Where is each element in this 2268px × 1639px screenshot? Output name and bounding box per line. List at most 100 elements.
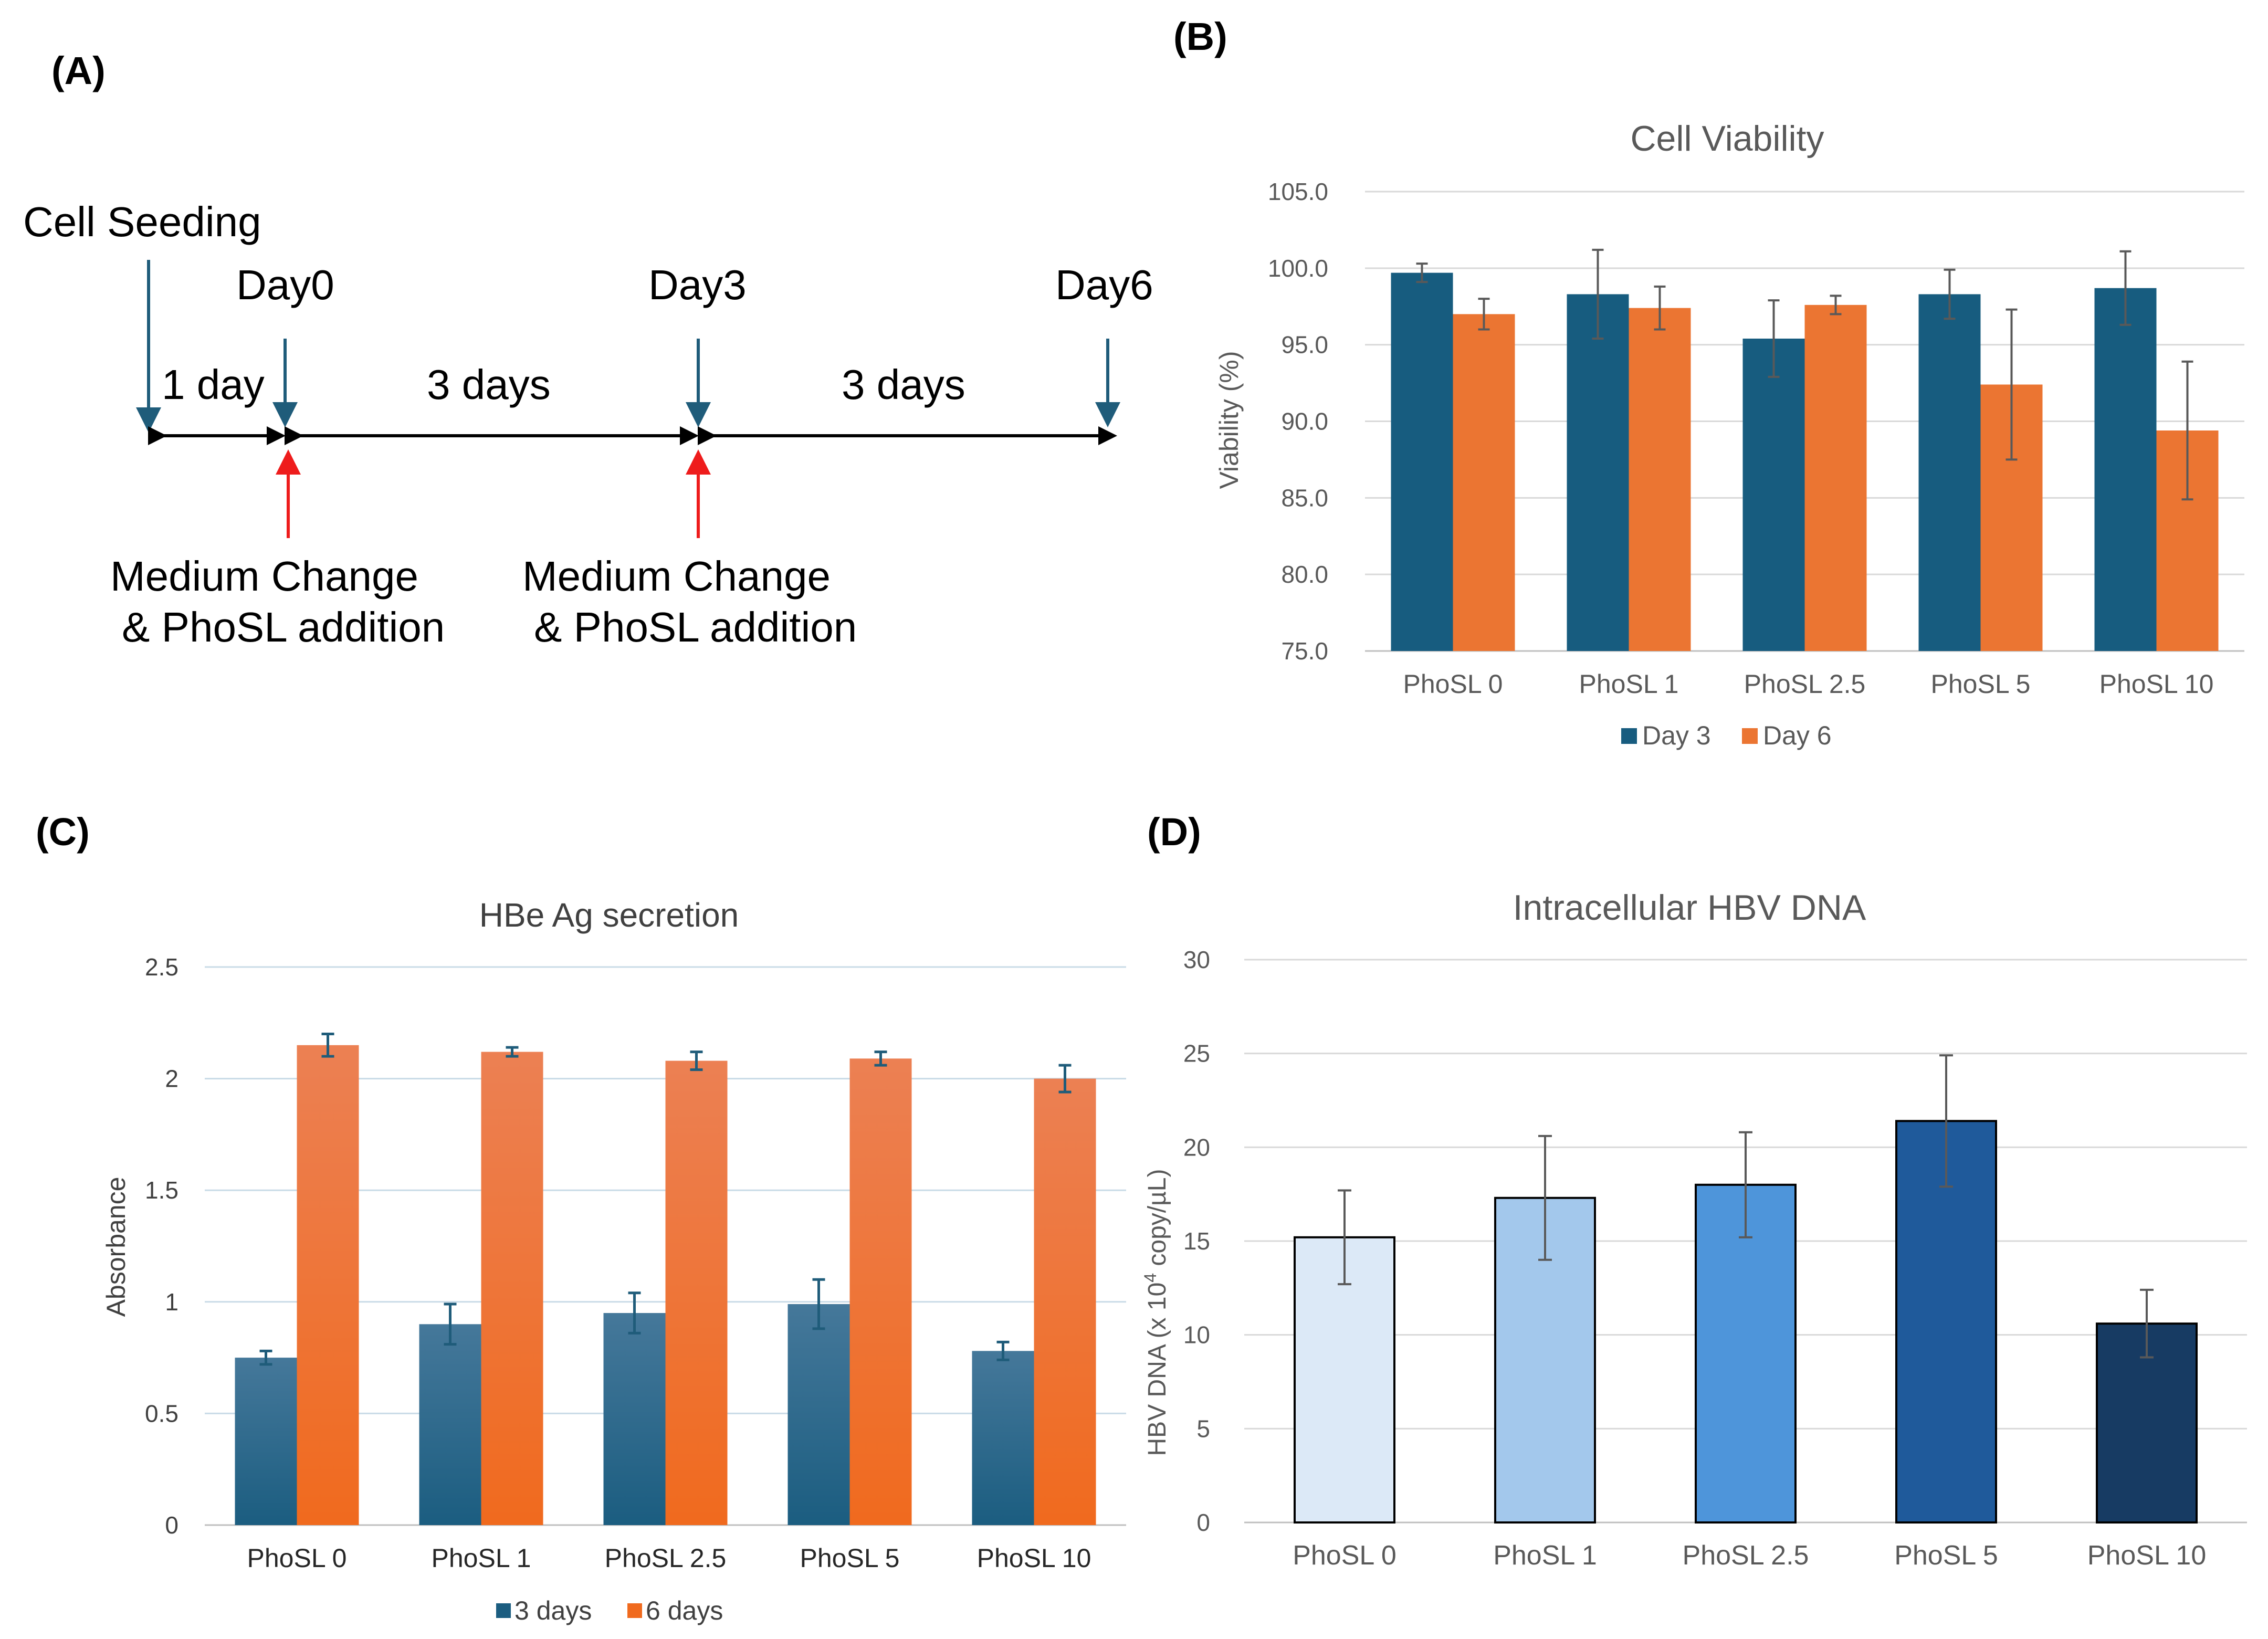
y-tick-label: 0.5 (145, 1400, 178, 1427)
legend-swatch-day6 (1742, 728, 1758, 744)
error-bar-c-s0-c2 (628, 1291, 641, 1335)
chart-hbeag-secretion: HBe Ag secretion Absorbance 0 0.5 1 1.5 2 2.5… (101, 896, 1126, 1625)
x-tick-label: PhoSL 1 (1493, 1540, 1597, 1571)
x-tick-label: PhoSL 5 (800, 1543, 900, 1573)
medium-change-1-line2: & PhoSL addition (122, 604, 445, 650)
y-tick-label: 80.0 (1281, 561, 1328, 588)
legend-label-day6: Day 6 (1763, 721, 1832, 750)
chart-c-legend: 3 days 6 days (496, 1596, 723, 1625)
y-tick-label: 100.0 (1268, 255, 1328, 282)
bar-b-s0-c1 (1567, 294, 1629, 651)
bar-b-s0-c4 (2094, 288, 2157, 651)
chart-cell-viability: Cell Viability Viability (%) 75.0 80.0 85.… (1214, 119, 2244, 750)
cell-seeding-label: Cell Seeding (23, 198, 261, 245)
y-tick-label: 90.0 (1281, 408, 1328, 435)
error-bar-d-s0-c2 (1739, 1131, 1752, 1238)
x-tick-label: PhoSL 1 (1579, 669, 1679, 699)
y-tick-label: 30 (1183, 946, 1210, 973)
legend-swatch-6days (627, 1603, 642, 1618)
y-tick-label: 5 (1196, 1415, 1210, 1442)
bar-c-s0-c3 (788, 1304, 850, 1525)
error-bar-c-s1-c0 (321, 1033, 334, 1058)
y-tick-label: 85.0 (1281, 484, 1328, 511)
chart-b-title: Cell Viability (1630, 119, 1824, 159)
chart-intracellular-hbv-dna: Intracellular HBV DNA HBV DNA (x 104 cop… (1141, 888, 2247, 1571)
legend-label-3days: 3 days (514, 1596, 592, 1625)
x-tick-label: PhoSL 10 (977, 1543, 1091, 1573)
x-tick-label: PhoSL 2.5 (1683, 1540, 1809, 1571)
bar-c-s0-c2 (603, 1313, 666, 1525)
y-tick-label: 1.5 (145, 1176, 178, 1204)
bar-d-s0-c3 (1895, 1120, 1997, 1524)
x-tick-label: PhoSL 5 (1894, 1540, 1998, 1571)
y-tick-label: 1 (165, 1288, 178, 1316)
chart-c-ylabel: Absorbance (101, 1177, 131, 1317)
error-bar-d-s0-c4 (2140, 1288, 2154, 1359)
bar-c-s0-c1 (419, 1324, 481, 1525)
y-tick-label: 0 (1196, 1509, 1210, 1536)
y-tick-label: 2.5 (145, 953, 178, 981)
bar-c-s0-c4 (972, 1351, 1034, 1525)
error-bar-b-s1-c3 (2006, 308, 2018, 461)
error-bar-c-s1-c3 (874, 1050, 887, 1067)
x-tick-label: PhoSL 0 (1403, 669, 1503, 699)
x-tick-label: PhoSL 0 (1293, 1540, 1396, 1571)
medium-change-1-line1: Medium Change (110, 553, 418, 600)
chart-d-ylabel-main: HBV DNA (x 10 (1143, 1283, 1171, 1456)
bar-b-s0-c0 (1391, 272, 1453, 651)
y-tick-label: 75.0 (1281, 637, 1328, 665)
legend-label-6days: 6 days (646, 1596, 723, 1625)
bar-c-s1-c4 (1034, 1078, 1096, 1525)
error-bar-b-s0-c3 (1944, 268, 1956, 320)
panel-d-label: (D) (1147, 810, 1201, 854)
panel-a: (A) Cell Seeding Day0 Day3 Day6 1 day 3 … (23, 49, 1153, 650)
x-tick-label: PhoSL 0 (247, 1543, 347, 1573)
error-bar-b-s1-c1 (1654, 285, 1666, 331)
error-bar-c-s0-c4 (996, 1340, 1010, 1361)
error-bar-c-s1-c4 (1058, 1064, 1072, 1094)
bar-b-s0-c3 (1918, 294, 1981, 651)
day3-label: Day3 (648, 261, 747, 308)
chart-d-ylabel-tail: copy/µL) (1143, 1169, 1171, 1273)
x-tick-label: PhoSL 2.5 (605, 1543, 727, 1573)
error-bar-c-s0-c1 (444, 1302, 457, 1346)
y-tick-label: 2 (165, 1065, 178, 1092)
chart-b-ylabel: Viability (%) (1214, 351, 1244, 489)
chart-d-ylabel: HBV DNA (x 104 copy/µL) (1141, 1169, 1171, 1456)
chart-b-legend: Day 3 Day 6 (1621, 721, 1832, 750)
error-bar-c-s1-c1 (506, 1046, 519, 1058)
y-tick-label: 95.0 (1281, 331, 1328, 359)
error-bar-b-s0-c2 (1768, 299, 1780, 378)
x-tick-label: PhoSL 10 (2099, 669, 2214, 699)
legend-swatch-day3 (1621, 728, 1637, 744)
legend-swatch-3days (496, 1603, 511, 1618)
error-bar-b-s0-c4 (2119, 250, 2132, 326)
error-bar-b-s1-c4 (2181, 360, 2193, 501)
panel-b-label: (B) (1173, 15, 1227, 58)
chart-d-ylabel-sup: 4 (1141, 1273, 1160, 1283)
x-tick-label: PhoSL 2.5 (1744, 669, 1866, 699)
panel-c-label: (C) (36, 810, 90, 854)
error-bar-b-s1-c2 (1830, 295, 1842, 316)
error-bar-d-s0-c3 (1939, 1054, 1953, 1188)
x-tick-label: PhoSL 5 (1931, 669, 2031, 699)
medium-change-2-line2: & PhoSL addition (534, 604, 857, 650)
error-bar-d-s0-c1 (1538, 1134, 1552, 1261)
bar-b-s1-c2 (1804, 304, 1867, 651)
day6-label: Day6 (1055, 261, 1153, 308)
medium-change-2-line1: Medium Change (522, 553, 831, 600)
x-tick-label: PhoSL 1 (432, 1543, 531, 1573)
bar-b-s1-c0 (1453, 314, 1515, 651)
panel-a-label: (A) (51, 49, 106, 92)
y-tick-label: 105.0 (1268, 178, 1328, 205)
chart-c-title: HBe Ag secretion (479, 896, 739, 934)
y-tick-label: 20 (1183, 1133, 1210, 1161)
bar-c-s1-c3 (849, 1058, 912, 1525)
bar-c-s1-c1 (481, 1052, 543, 1525)
x-tick-label: PhoSL 10 (2087, 1540, 2206, 1571)
bar-c-s1-c0 (297, 1045, 359, 1525)
bar-b-s1-c1 (1629, 308, 1691, 651)
y-tick-label: 15 (1183, 1227, 1210, 1255)
bar-c-s1-c2 (665, 1060, 728, 1525)
error-bar-c-s1-c2 (690, 1050, 703, 1071)
